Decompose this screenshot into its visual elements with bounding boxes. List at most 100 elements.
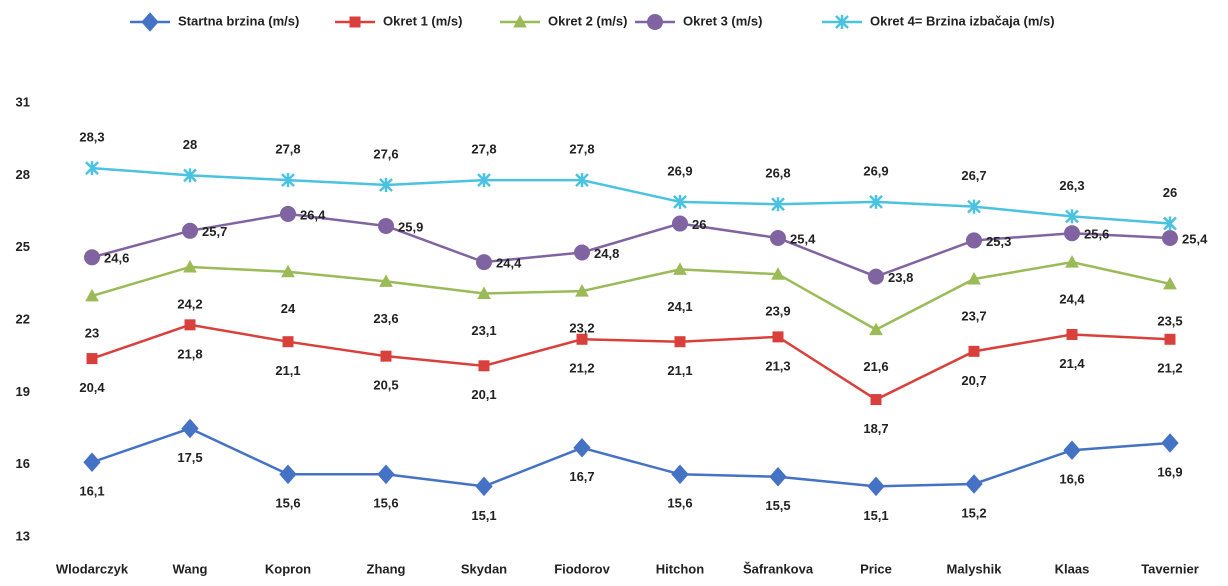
data-label: 26,4 [300,207,326,222]
data-point [968,345,980,357]
data-label: 25,4 [1182,231,1208,246]
data-label: 21,6 [863,359,888,374]
data-label: 20,5 [373,378,398,393]
data-point [966,232,982,249]
x-tick-label: Tavernier [1141,561,1199,576]
data-point [281,173,295,188]
data-label: 20,4 [79,380,105,395]
x-tick-label: Fiodorov [554,561,610,576]
data-point [575,284,589,297]
data-point [770,230,786,247]
data-point [181,418,199,439]
data-label: 24,6 [104,251,129,266]
data-label: 21,4 [1059,356,1085,371]
data-label: 21,1 [275,363,300,378]
data-point [477,173,491,188]
series-line [91,260,1171,332]
data-point [769,466,787,487]
data-point [1163,276,1177,290]
data-point [867,476,885,497]
data-point [1162,230,1178,247]
data-label: 25,9 [398,219,423,234]
data-label: 26,9 [863,163,888,178]
data-point [184,319,196,331]
data-point [576,333,588,345]
data-point [1164,333,1176,345]
data-point [1066,328,1078,340]
y-tick-label: 31 [16,94,30,109]
data-point [377,464,395,485]
data-label: 23,2 [569,321,594,336]
y-tick-label: 28 [16,167,30,182]
data-label: 26 [692,217,706,232]
x-tick-label: Kopron [265,561,311,576]
data-point [84,249,100,266]
x-tick-label: Zhang [367,561,406,576]
legend-label: Startna brzina (m/s) [178,13,299,28]
data-point [575,173,589,188]
data-label: 23 [85,325,99,340]
data-label: 16,7 [569,469,594,484]
data-label: 25,4 [790,231,816,246]
data-point [85,161,99,176]
data-label: 24,8 [594,246,619,261]
data-point [672,215,688,232]
data-point [869,194,883,209]
data-label: 21,2 [1157,361,1182,376]
series-line [91,166,1171,225]
legend-marker [835,15,849,29]
data-label: 27,8 [471,142,496,157]
y-tick-label: 22 [16,311,30,326]
data-label: 23,7 [961,308,986,323]
legend-marker [141,12,159,32]
data-label: 15,6 [373,496,398,511]
data-point [380,350,392,362]
data-point [279,464,297,485]
data-point [379,274,393,287]
x-tick-label: Šafrankova [743,561,814,576]
data-label: 23,9 [765,304,790,319]
data-point [182,222,198,239]
data-label: 24 [281,301,296,316]
data-label: 15,6 [667,496,692,511]
x-tick-label: Price [860,561,892,576]
data-label: 26,9 [667,163,692,178]
data-label: 15,1 [471,508,496,523]
series-line [91,212,1171,278]
data-point [83,452,101,473]
data-label: 16,9 [1157,464,1182,479]
data-label: 15,6 [275,496,300,511]
data-point [868,268,884,285]
data-label: 24,4 [1059,292,1085,307]
data-label: 15,5 [765,498,790,513]
data-point [574,244,590,261]
data-point [86,353,98,365]
x-tick-label: Klaas [1055,561,1090,576]
data-point [1065,209,1079,224]
data-label: 21,8 [177,346,202,361]
data-label: 21,1 [667,363,692,378]
data-point [671,464,689,485]
y-tick-label: 13 [16,528,30,543]
data-point [477,286,491,299]
data-label: 20,7 [961,373,986,388]
legend-label: Okret 4= Brzina izbačaja (m/s) [870,13,1055,28]
data-point [771,197,785,212]
data-point [282,336,294,348]
y-tick-label: 19 [16,384,30,399]
data-label: 25,6 [1084,227,1109,242]
data-label: 26,3 [1059,178,1084,193]
data-label: 24,2 [177,296,202,311]
legend-marker [647,14,663,30]
data-point [476,254,492,271]
x-tick-label: Wlodarczyk [56,561,129,576]
data-label: 24,4 [496,256,522,271]
data-label: 21,3 [765,358,790,373]
data-label: 20,1 [471,387,496,402]
y-tick-label: 25 [16,239,30,254]
series-line [91,323,1171,401]
data-label: 16,6 [1059,472,1084,487]
x-tick-label: Hitchon [656,561,704,576]
data-point [965,474,983,494]
data-point [1065,255,1079,268]
